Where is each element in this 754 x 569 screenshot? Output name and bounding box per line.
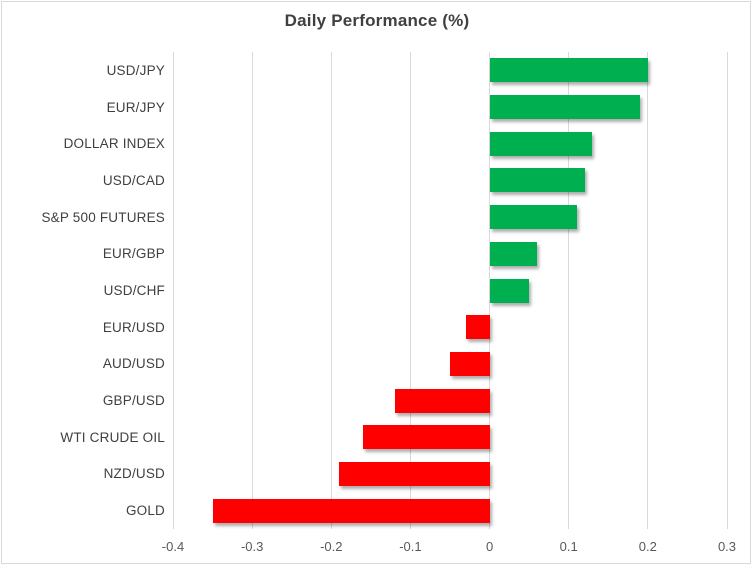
category-label-usd-jpy: USD/JPY (106, 62, 165, 78)
bar-dollar-index (489, 131, 593, 156)
bar-wti-crude-oil (362, 425, 490, 450)
x-axis-tick-label: -0.4 (161, 539, 185, 554)
gridline-0.3 (726, 52, 728, 529)
category-label-eur-usd: EUR/USD (102, 319, 165, 335)
gridline--0.2 (330, 52, 332, 529)
x-axis-tick-label: 0 (485, 539, 494, 554)
category-label-usd-chf: USD/CHF (103, 282, 165, 298)
category-label-gbp-usd: GBP/USD (102, 393, 165, 409)
chart-title: Daily Performance (%) (284, 11, 470, 30)
x-axis-tick-label: -0.3 (240, 539, 264, 554)
bar-nzd-usd (339, 461, 490, 486)
category-label-dollar-index: DOLLAR INDEX (63, 136, 165, 152)
bar-aud-usd (450, 351, 490, 376)
gridline-0.2 (647, 52, 649, 529)
x-axis-tick-label: 0.1 (559, 539, 578, 554)
bar-eur-jpy (489, 95, 640, 120)
category-label-eur-jpy: EUR/JPY (106, 99, 165, 115)
bar-eur-gbp (489, 241, 538, 266)
bar-gbp-usd (394, 388, 490, 413)
x-axis-tick-label: 0.3 (717, 539, 737, 554)
category-label-wti-crude-oil: WTI CRUDE OIL (60, 429, 165, 445)
category-label-gold: GOLD (125, 503, 165, 519)
x-axis-tick-label: -0.1 (399, 539, 422, 554)
bar-usd-cad (489, 168, 585, 193)
category-label-nzd-usd: NZD/USD (103, 466, 165, 482)
gridline--0.3 (251, 52, 253, 529)
category-label-s-p-500-futures: S&P 500 FUTURES (41, 209, 165, 225)
gridline-0.1 (568, 52, 570, 529)
x-axis-tick-label: 0.2 (638, 539, 657, 554)
category-label-aud-usd: AUD/USD (102, 356, 165, 372)
bar-gold (212, 498, 490, 523)
category-label-usd-cad: USD/CAD (102, 172, 165, 188)
bar-s-p-500-futures (489, 205, 577, 230)
bar-usd-jpy (489, 58, 648, 83)
bar-eur-usd (465, 315, 490, 340)
x-axis-tick-label: -0.2 (320, 539, 343, 554)
bar-usd-chf (489, 278, 530, 303)
category-label-eur-gbp: EUR/GBP (102, 246, 165, 262)
gridline--0.4 (172, 52, 174, 529)
gridline--0.1 (409, 52, 411, 529)
